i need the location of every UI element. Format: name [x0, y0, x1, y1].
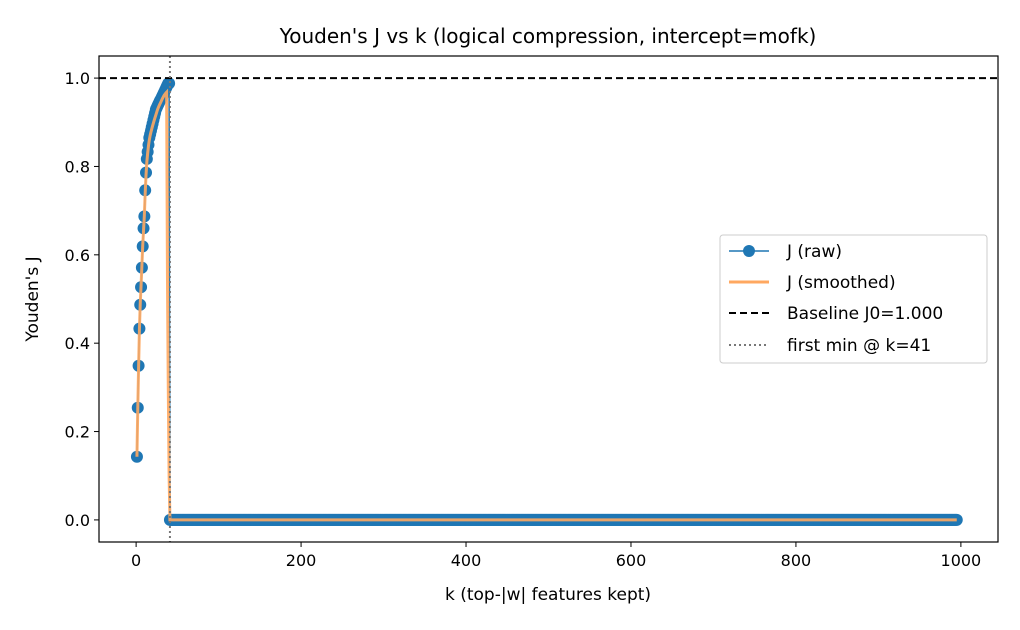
series-group [99, 56, 998, 542]
y-tick-label: 0.0 [65, 511, 90, 530]
x-axis-label: k (top-|w| features kept) [445, 585, 651, 605]
legend-label-raw: J (raw) [786, 242, 842, 262]
y-tick-label: 0.8 [65, 157, 90, 176]
legend-label-first-min: first min @ k=41 [787, 336, 931, 356]
x-tick-label: 1000 [941, 551, 982, 570]
y-tick-label: 0.4 [65, 334, 90, 353]
legend-label-smoothed: J (smoothed) [786, 273, 896, 293]
plot-area [99, 56, 998, 542]
chart-title: Youden's J vs k (logical compression, in… [279, 24, 817, 48]
x-tick-label: 400 [451, 551, 482, 570]
y-tick-label: 0.2 [65, 423, 90, 442]
x-tick-label: 200 [286, 551, 317, 570]
legend-swatch-raw-marker [743, 245, 755, 257]
y-tick-label: 0.6 [65, 246, 90, 265]
x-axis: 0 200 400 600 800 1000 [131, 542, 981, 570]
legend: J (raw) J (smoothed) Baseline J0=1.000 f… [719, 234, 988, 364]
legend-label-baseline: Baseline J0=1.000 [787, 304, 943, 324]
x-tick-label: 800 [781, 551, 812, 570]
legend-box [719, 234, 988, 364]
y-tick-label: 1.0 [65, 69, 90, 88]
y-axis-label: Youden's J [23, 256, 43, 342]
x-tick-label: 0 [131, 551, 141, 570]
raw-point [163, 77, 176, 90]
x-tick-label: 600 [616, 551, 647, 570]
axes-frame [98, 55, 999, 543]
smoothed-series-line [135, 88, 957, 522]
y-axis: 0.0 0.2 0.4 0.6 0.8 1.0 [65, 69, 99, 530]
